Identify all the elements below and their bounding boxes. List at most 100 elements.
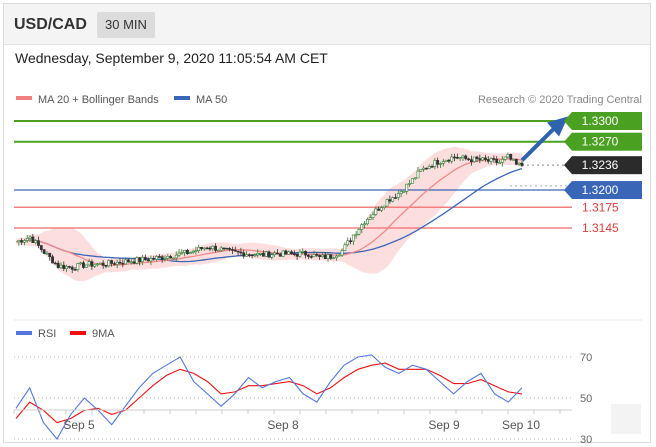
candle-body (298, 251, 302, 257)
chart-panel (3, 3, 651, 443)
candle-body (441, 161, 445, 164)
candle-body (157, 256, 161, 258)
candle-body (430, 166, 434, 168)
candle-body (34, 240, 38, 243)
candle-body (357, 229, 361, 235)
candle-body (498, 162, 501, 164)
candle-body (31, 236, 35, 243)
candle-body (335, 255, 338, 259)
candle-body (146, 259, 150, 262)
candle-body (28, 236, 32, 239)
candle-body (295, 254, 299, 257)
current-price-box (572, 156, 642, 175)
candle-body (264, 251, 268, 257)
candle-body (115, 261, 119, 265)
x-tick-label: Sep 8 (267, 418, 299, 432)
candle-body (107, 260, 111, 267)
candle-body (371, 214, 375, 218)
rsi-tick-label: 30 (580, 434, 592, 446)
candle-body (304, 251, 307, 256)
candle-body (112, 263, 116, 265)
level-labels: 1.3300 1.3270 1.3236 1.3200 1.3175 1.3145 (564, 112, 642, 235)
candle-body (208, 247, 212, 250)
candle-body (261, 252, 265, 257)
candle-body (500, 159, 504, 163)
candle-body (132, 261, 136, 264)
rsi-tick-label: 50 (580, 393, 592, 405)
support-label-pointer (564, 181, 572, 200)
candle-body (76, 263, 80, 270)
candle-body (155, 256, 158, 260)
candle-body (433, 160, 437, 167)
candle-body (436, 160, 440, 165)
candle-body (59, 264, 63, 268)
candle-body (84, 264, 88, 268)
candle-body (439, 163, 442, 165)
candle-body (337, 254, 341, 257)
candle-body (42, 249, 46, 254)
resistance-label: 1.3300 (582, 114, 619, 128)
candle-body (121, 262, 125, 265)
ma9-legend-label: 9MA (92, 328, 115, 340)
candle-body (382, 205, 386, 208)
candle-body (225, 247, 229, 250)
ma9-legend-swatch (70, 331, 86, 335)
rsi-legend-label: RSI (38, 328, 56, 340)
forecast-arrow (520, 116, 568, 162)
candle-body (469, 159, 473, 162)
ma50-legend-label: MA 50 (196, 94, 227, 106)
candle-body (517, 162, 521, 165)
candle-body (149, 258, 153, 262)
candle-body (276, 252, 279, 255)
x-tick-label: Sep 5 (63, 418, 95, 432)
timeframe-badge[interactable]: 30 MIN (97, 12, 155, 38)
candle-body (377, 208, 381, 211)
candle-body (152, 258, 156, 260)
candle-body (475, 156, 479, 159)
candle-body (73, 269, 77, 271)
candle-body (228, 248, 232, 250)
candle-body (396, 193, 400, 198)
candle-body (343, 244, 347, 251)
candle-body (332, 257, 336, 260)
x-tick-label: Sep 10 (502, 418, 540, 432)
candle-body (312, 254, 316, 258)
candle-body (231, 249, 234, 251)
candle-body (360, 224, 364, 230)
candle-body (48, 252, 52, 258)
candle-body (17, 240, 21, 243)
rsi-panel: 70 50 30 (14, 352, 592, 446)
candle-body (321, 254, 324, 257)
candle-body (464, 155, 468, 160)
candle-body (56, 262, 60, 268)
support-label-box (572, 181, 642, 200)
candle-body (180, 252, 184, 255)
bollinger-band-fill (16, 147, 522, 282)
candle-body (110, 260, 113, 264)
candle-body (391, 197, 395, 202)
candle-body (98, 262, 102, 265)
candle-body (200, 246, 203, 250)
candle-body (318, 255, 322, 257)
candle-body (281, 250, 285, 257)
candle-body (222, 247, 226, 250)
candle-body (399, 191, 403, 194)
candle-body (492, 158, 496, 160)
candle-body (413, 177, 417, 180)
corner-badge (611, 404, 641, 434)
candle-body (351, 234, 355, 242)
candle-body (326, 254, 330, 259)
support-label: 1.3200 (582, 183, 619, 197)
candle-body (104, 265, 108, 267)
resistance-label-box (572, 132, 642, 151)
candle-body (509, 154, 513, 160)
candle-body (101, 262, 105, 266)
candle-body (214, 245, 217, 251)
candle-body (512, 159, 515, 161)
current-price-label: 1.3236 (582, 158, 619, 172)
candle-body (191, 250, 195, 253)
candle-body (290, 251, 293, 254)
candle-body (163, 258, 167, 260)
candle-body (166, 256, 170, 259)
candle-body (205, 247, 209, 250)
